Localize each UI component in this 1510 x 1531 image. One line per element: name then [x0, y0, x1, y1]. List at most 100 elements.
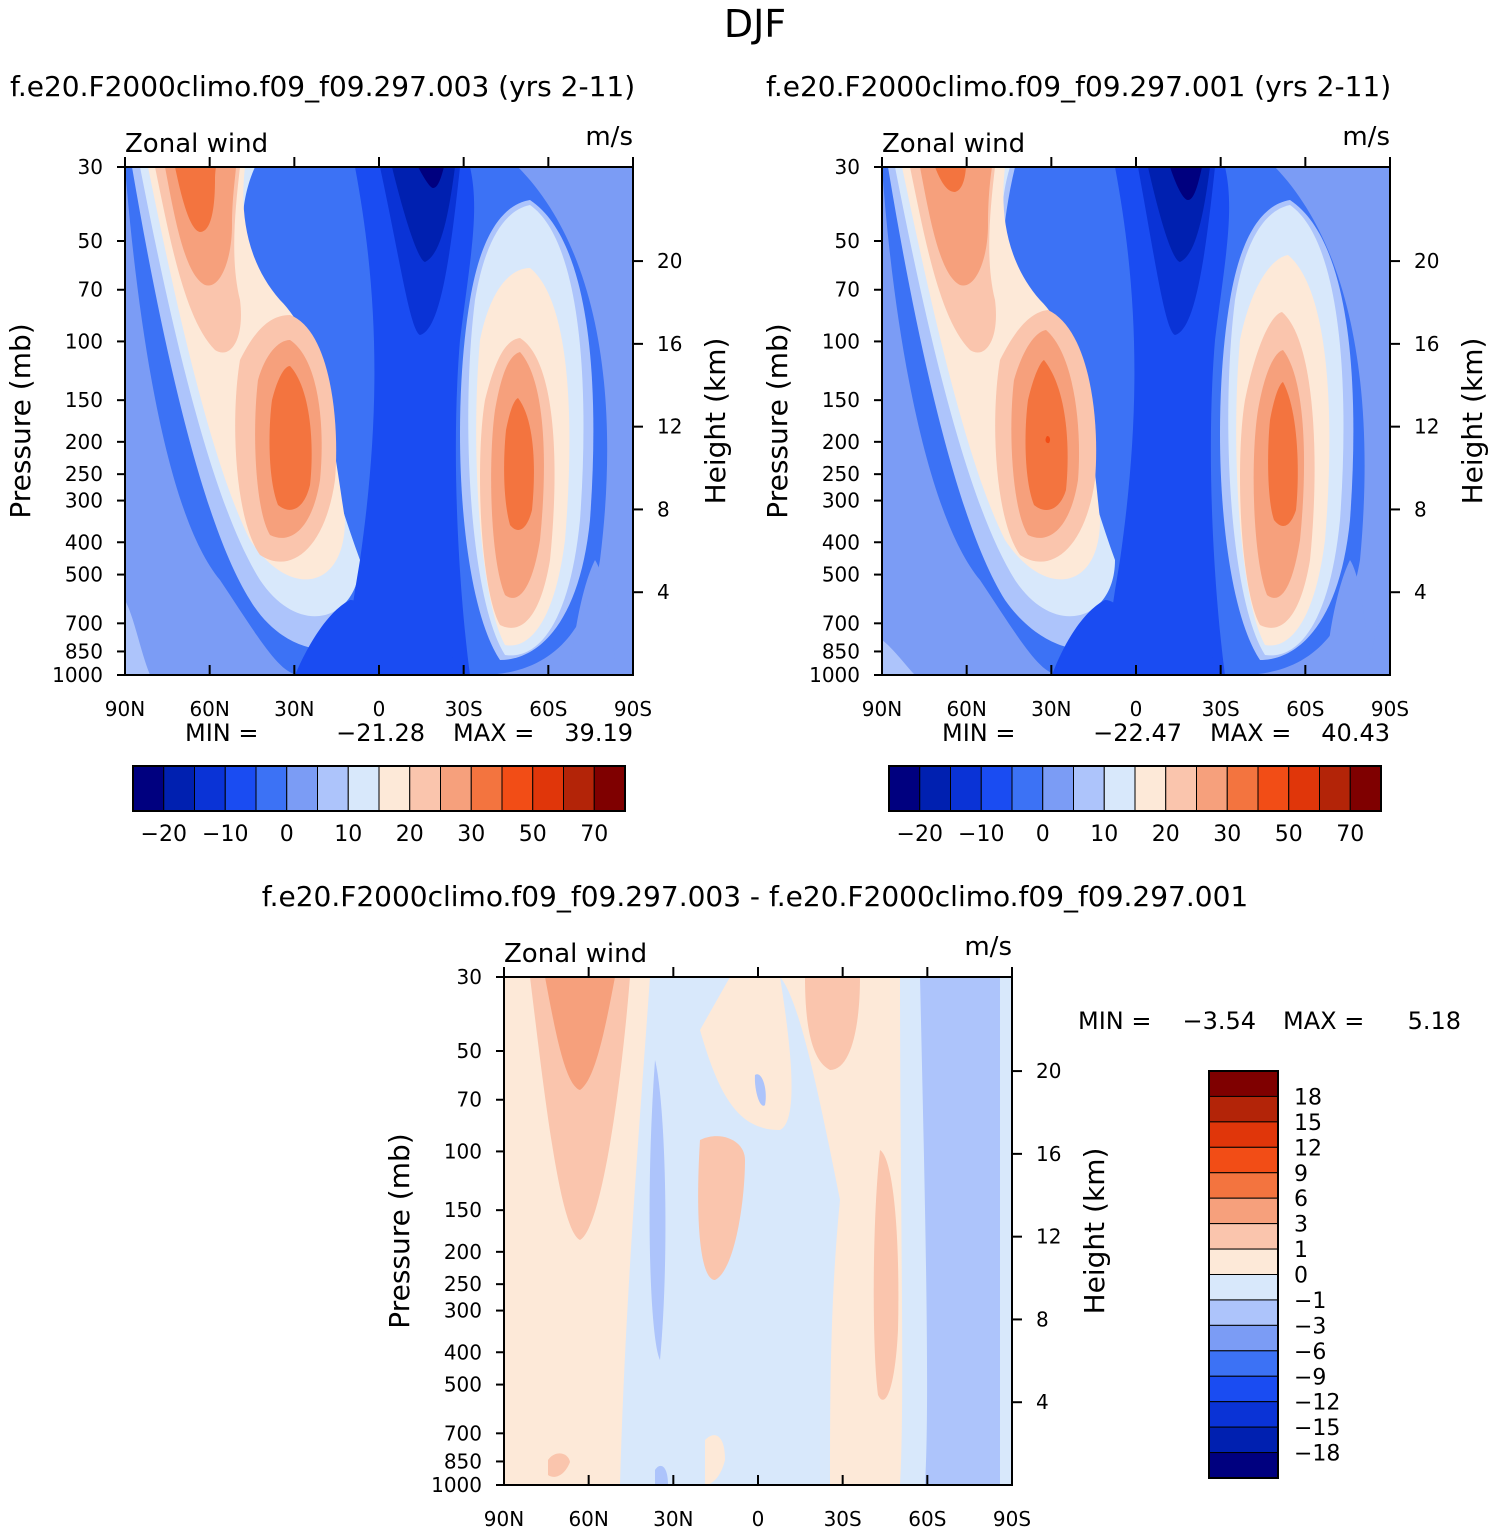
x-tick-label: 0	[752, 1507, 765, 1531]
left-panel-title: f.e20.F2000climo.f09_f09.297.003 (yrs 2-…	[10, 70, 636, 103]
y-tick-label: 70	[835, 278, 860, 302]
x-tick-label: 60S	[529, 697, 567, 721]
shaded-field	[125, 167, 633, 675]
colorbar-swatch	[470, 765, 503, 812]
contour-region	[1180, 652, 1218, 675]
contour-region	[882, 167, 1060, 675]
y-tick-label: 1000	[52, 663, 103, 687]
colorbar-swatch	[919, 765, 951, 812]
y-tick-label: 200	[65, 430, 103, 454]
x-tick-label: 60S	[1286, 697, 1324, 721]
contour-region	[920, 167, 992, 286]
contour-region	[1045, 436, 1051, 444]
min-value: −22.47	[1093, 719, 1182, 747]
height-tick-label: 12	[1036, 1225, 1061, 1249]
contour-region	[935, 167, 966, 192]
contour-region	[655, 1465, 668, 1485]
x-tick-label: 90S	[614, 697, 652, 721]
shaded-field	[882, 167, 1390, 675]
contour-region	[698, 1136, 745, 1280]
y-tick-label: 250	[65, 462, 103, 486]
colorbar-swatch	[378, 765, 411, 812]
y-tick-label: 400	[65, 530, 103, 554]
colorbar-tick-label: −18	[1294, 1442, 1340, 1467]
height-tick-label: 8	[1036, 1307, 1049, 1331]
right-panel-title: f.e20.F2000climo.f09_f09.297.001 (yrs 2-…	[766, 70, 1392, 103]
x-tick-label: 60N	[568, 1507, 608, 1531]
colorbar-tick-label: −6	[1294, 1340, 1326, 1365]
min-label: MIN =	[185, 719, 258, 747]
colorbar-tick-label: 20	[396, 822, 424, 847]
contour-region	[882, 640, 915, 675]
units-label: m/s	[1342, 122, 1390, 152]
contour-region	[349, 167, 475, 675]
colorbar-swatch	[317, 765, 349, 812]
colorbar-swatch	[163, 765, 195, 812]
colorbar-swatch	[1226, 765, 1259, 812]
contour-region	[418, 167, 444, 188]
colorbar-swatch	[1349, 765, 1382, 812]
colorbar-swatch	[1103, 765, 1136, 812]
y2-axis-title: Height (km)	[699, 338, 732, 505]
units-label: m/s	[964, 932, 1012, 962]
field-label: Zonal wind	[125, 129, 268, 159]
colorbar-tick-label: 10	[1090, 822, 1118, 847]
contour-region	[125, 167, 300, 675]
contour-region	[570, 560, 633, 675]
contour-region	[530, 977, 630, 1240]
y-axis-title: Pressure (mb)	[4, 323, 37, 518]
y-tick-label: 200	[822, 430, 860, 454]
colorbar-tick-label: 10	[334, 822, 362, 847]
colorbar-tick-label: 50	[1275, 822, 1303, 847]
height-tick-label: 4	[657, 580, 670, 604]
colorbar-swatch	[1165, 765, 1197, 812]
colorbar-swatch	[1208, 1299, 1279, 1326]
contour-region	[649, 1060, 666, 1360]
colorbar-swatch	[1208, 1146, 1279, 1174]
height-tick-label: 12	[657, 415, 682, 439]
contour-region	[1240, 167, 1390, 675]
colorbar-swatch	[1208, 1274, 1279, 1301]
colorbar-swatch	[1208, 1375, 1279, 1403]
y-tick-label: 150	[822, 388, 860, 412]
colorbar-swatch	[1208, 1095, 1279, 1123]
contour-region	[873, 1150, 899, 1400]
colorbar-swatch	[1011, 765, 1044, 812]
y-tick-label: 700	[444, 1421, 482, 1445]
x-tick-label: 90N	[484, 1507, 524, 1531]
colorbar-swatch	[1257, 765, 1290, 812]
colorbar-tick-label: −1	[1294, 1289, 1326, 1314]
y-tick-label: 70	[78, 278, 103, 302]
colorbar-swatch	[1208, 1172, 1279, 1199]
max-label: MAX =	[453, 719, 534, 747]
colorbar-tick-label: 30	[457, 822, 485, 847]
height-tick-label: 16	[657, 332, 682, 356]
y-tick-label: 30	[78, 155, 103, 179]
y-tick-label: 100	[822, 329, 860, 353]
colorbar-tick-label: 18	[1294, 1085, 1322, 1110]
y-tick-label: 850	[444, 1449, 482, 1473]
colorbar-swatch	[347, 765, 380, 812]
y-tick-label: 50	[457, 1039, 482, 1063]
max-label: MAX =	[1210, 719, 1291, 747]
y-tick-label: 50	[835, 229, 860, 253]
min-value: −3.54	[1182, 1007, 1256, 1035]
colorbar-tick-label: 0	[1294, 1264, 1308, 1289]
y-tick-label: 300	[65, 489, 103, 513]
colorbar-swatch	[1208, 1223, 1279, 1250]
contour-region	[1025, 360, 1068, 510]
x-tick-label: 0	[1130, 697, 1143, 721]
colorbar-frame	[132, 765, 626, 812]
x-tick-label: 30S	[824, 1507, 862, 1531]
x-tick-label: 60N	[189, 697, 229, 721]
x-tick-label: 30N	[274, 697, 314, 721]
y-tick-label: 250	[822, 462, 860, 486]
contour-region	[920, 977, 1000, 1485]
contour-region	[392, 167, 455, 262]
difference-panel-title: f.e20.F2000climo.f09_f09.297.003 - f.e20…	[261, 880, 1249, 913]
height-tick-label: 12	[1414, 415, 1439, 439]
max-value: 40.43	[1321, 719, 1390, 747]
x-tick-label: 30N	[653, 1507, 693, 1531]
x-tick-label: 60S	[908, 1507, 946, 1531]
colorbar-tick-label: 0	[1036, 822, 1050, 847]
